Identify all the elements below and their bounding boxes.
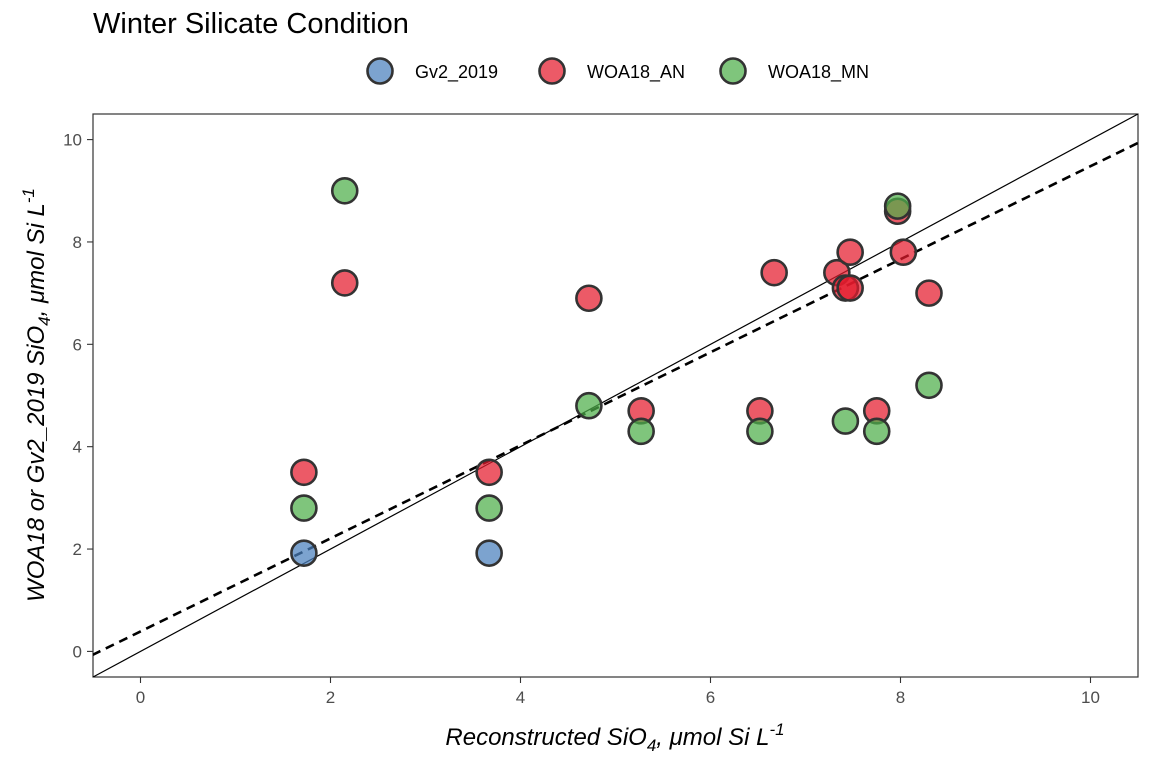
y-axis: 0 2 4 6 8 10 xyxy=(63,131,93,661)
point-gv2-2019 xyxy=(290,539,318,567)
data-points xyxy=(290,176,943,567)
point-woa18-mn xyxy=(746,417,774,446)
point-woa18-mn xyxy=(475,494,503,522)
point-woa18-mn xyxy=(575,391,603,420)
point-woa18-mn xyxy=(330,176,359,205)
point-gv2-2019 xyxy=(475,539,503,567)
point-woa18-mn xyxy=(831,407,860,435)
chart-title: Winter Silicate Condition xyxy=(93,8,409,40)
point-woa18-an xyxy=(575,284,603,313)
y-tick-label: 8 xyxy=(73,233,82,252)
x-axis: 0 2 4 6 8 10 xyxy=(136,677,1100,707)
point-woa18-an xyxy=(290,458,318,487)
x-tick-label: 0 xyxy=(136,688,145,707)
y-tick-label: 10 xyxy=(63,131,82,150)
x-axis-title: Reconstructed SiO4, μmol Si L-1 xyxy=(445,720,784,755)
x-tick-label: 8 xyxy=(896,688,905,707)
y-axis-title: WOA18 or Gv2_2019 SiO4, μmol Si L-1 xyxy=(19,188,54,602)
legend: Gv2_2019 WOA18_AN WOA18_MN xyxy=(366,57,869,85)
x-tick-label: 10 xyxy=(1081,688,1100,707)
y-tick-label: 0 xyxy=(73,642,82,661)
point-woa18-mn xyxy=(862,417,891,446)
legend-marker-woa18-an xyxy=(538,57,566,85)
point-woa18-mn xyxy=(915,371,943,400)
regression-line xyxy=(93,141,1138,657)
legend-marker-gv2-2019 xyxy=(366,57,394,85)
point-woa18-an xyxy=(475,458,503,487)
legend-label: Gv2_2019 xyxy=(415,62,498,83)
y-tick-label: 2 xyxy=(73,540,82,559)
x-tick-label: 2 xyxy=(326,688,335,707)
y-tick-label: 4 xyxy=(73,438,82,457)
legend-label: WOA18_AN xyxy=(587,62,685,83)
point-woa18-an xyxy=(760,258,788,287)
x-tick-label: 4 xyxy=(516,688,525,707)
y-tick-label: 6 xyxy=(73,335,82,354)
x-tick-label: 6 xyxy=(706,688,715,707)
point-woa18-an xyxy=(915,279,943,307)
legend-marker-woa18-mn xyxy=(719,57,747,85)
point-woa18-an xyxy=(836,238,864,266)
point-woa18-an xyxy=(330,269,359,297)
reference-lines xyxy=(93,114,1138,677)
point-woa18-mn xyxy=(883,192,912,220)
identity-line xyxy=(93,114,1138,677)
legend-label: WOA18_MN xyxy=(768,62,869,83)
point-woa18-an xyxy=(836,274,864,302)
point-woa18-mn xyxy=(290,494,318,522)
point-woa18-an xyxy=(889,238,918,266)
point-woa18-mn xyxy=(627,417,655,446)
